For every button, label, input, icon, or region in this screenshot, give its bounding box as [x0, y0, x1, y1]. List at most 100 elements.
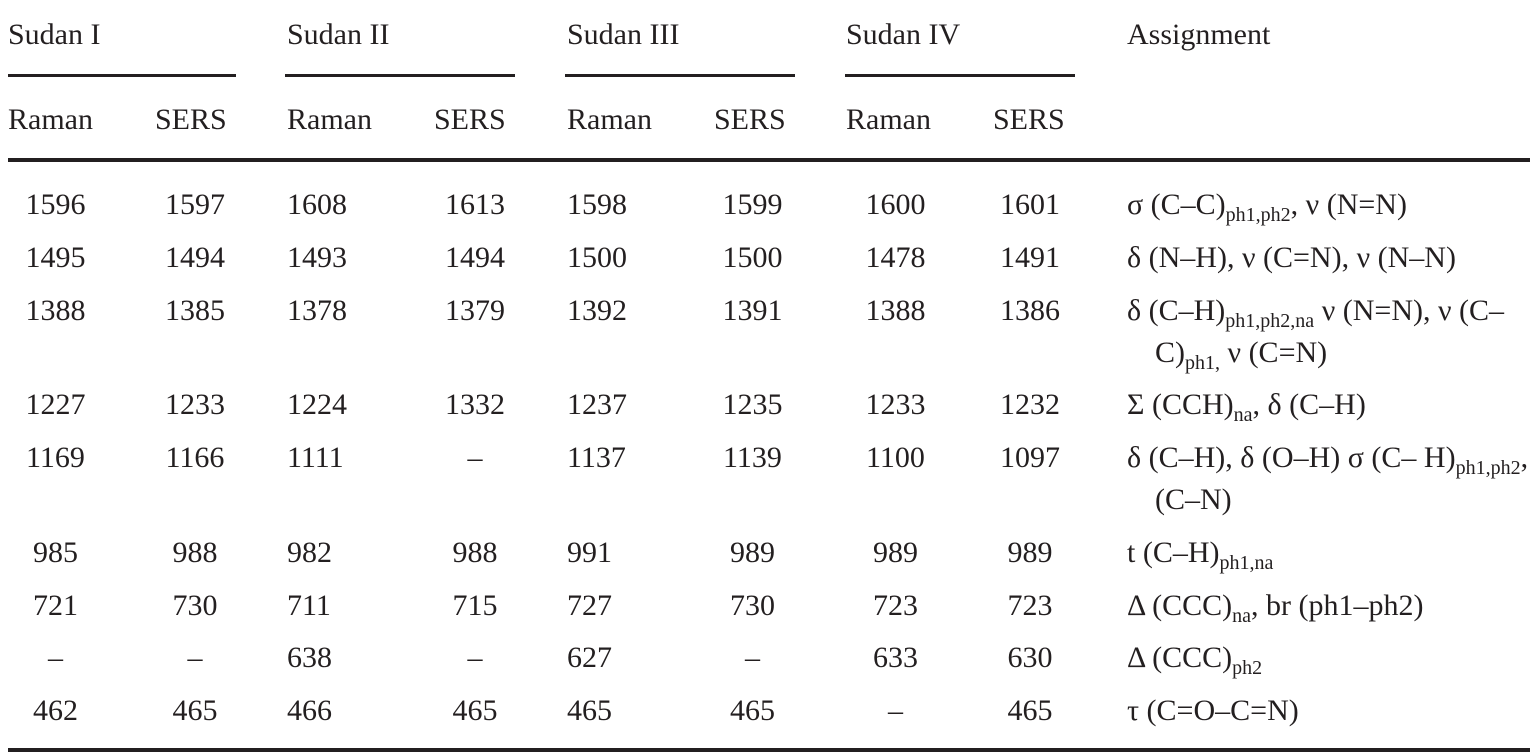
cell-value: 1599 — [722, 188, 783, 221]
cell-value: 1227 — [25, 388, 86, 421]
cell-value: 1233 — [165, 388, 225, 421]
cell-value: 1332 — [445, 388, 505, 421]
cell-value: 1166 — [165, 441, 225, 474]
cell-value: 1495 — [25, 241, 86, 274]
assignment-text: Δ (CCC) — [1127, 641, 1233, 674]
cell-value: 1169 — [26, 441, 85, 474]
cell-value: 1385 — [165, 294, 225, 327]
cell-value: 985 — [33, 536, 78, 569]
cell-value: 633 — [873, 641, 918, 674]
cell-value: 1139 — [723, 441, 782, 474]
cell-value: 711 — [287, 589, 331, 622]
sub-header: SERS — [155, 103, 227, 136]
cell-value: 1600 — [865, 188, 926, 221]
cell-value: 715 — [452, 589, 498, 622]
cell-value: 1233 — [865, 388, 926, 421]
assignment: Σ (CCH)na, δ (C–H) — [1127, 384, 1535, 426]
cell-value: 1392 — [567, 294, 627, 327]
sub-header: SERS — [434, 103, 506, 136]
cell-value: 1391 — [722, 294, 783, 327]
assignment-text: δ (N–H), ν (C=N), ν (N–N) — [1127, 241, 1456, 274]
assignment-header: Assignment — [1127, 18, 1271, 51]
assignment: δ (C–H)ph1,ph2,na ν (N=N), ν (C–C)ph1, ν… — [1127, 290, 1535, 374]
sub-header: Raman — [567, 103, 652, 136]
group-rule — [565, 74, 795, 77]
assignment-text: , ν (N=N) — [1290, 188, 1407, 221]
assignment-text: ν (N=N), ν (C–C) — [1155, 294, 1505, 369]
cell-value: 730 — [730, 589, 775, 622]
cell-value: 465 — [567, 694, 612, 727]
assignment-text: Δ (CCC) — [1127, 589, 1233, 622]
cell-value: 627 — [567, 641, 612, 674]
cell-value: 1500 — [722, 241, 783, 274]
sub-header: Raman — [846, 103, 931, 136]
group-header: Sudan II — [287, 18, 390, 51]
cell-value: 1478 — [865, 241, 926, 274]
cell-value: 991 — [567, 536, 612, 569]
group-header: Sudan IV — [846, 18, 961, 51]
subscript: ph1, — [1185, 352, 1220, 374]
cell-value: 1494 — [445, 241, 505, 274]
cell-value: 988 — [452, 536, 498, 569]
assignment-text: Σ (CCH) — [1127, 388, 1234, 421]
assignment: δ (C–H), δ (O–H) σ (C– H)ph1,ph2, ν (C–N… — [1127, 437, 1535, 521]
cell-value: 465 — [1007, 694, 1053, 727]
subscript: ph1,na — [1219, 552, 1274, 574]
group-rule — [285, 74, 515, 77]
assignment-text: σ (C–C) — [1127, 188, 1226, 221]
assignment-text: δ (C–H), δ (O–H) σ (C– H) — [1127, 441, 1456, 474]
cell-value: 638 — [287, 641, 332, 674]
cell-value: 982 — [287, 536, 332, 569]
assignment: t (C–H)ph1,na — [1127, 532, 1535, 574]
sub-header: SERS — [714, 103, 786, 136]
assignment: τ (C=O–C=N) — [1127, 690, 1535, 732]
assignment: δ (N–H), ν (C=N), ν (N–N) — [1127, 237, 1535, 279]
assignment: Δ (CCC)na, br (ph1–ph2) — [1127, 585, 1535, 627]
cell-value: 462 — [33, 694, 78, 727]
cell-value: 988 — [172, 536, 218, 569]
cell-value: 1494 — [165, 241, 225, 274]
group-rule — [8, 74, 236, 77]
cell-value: 466 — [287, 694, 332, 727]
cell-value: 727 — [567, 589, 612, 622]
assignment-text: ν (C=N) — [1220, 336, 1328, 369]
assignment-text: t (C–H) — [1127, 536, 1220, 569]
assignment-text: δ (C–H) — [1127, 294, 1226, 327]
subscript: ph1,ph2,na — [1225, 310, 1315, 332]
cell-value: 721 — [33, 589, 78, 622]
cell-value: 989 — [730, 536, 775, 569]
cell-value: 723 — [1007, 589, 1053, 622]
cell-value: 723 — [873, 589, 918, 622]
header-rule — [8, 158, 1530, 162]
cell-value: 465 — [730, 694, 775, 727]
group-header: Sudan I — [8, 18, 101, 51]
cell-value: 1613 — [445, 188, 505, 221]
cell-value: – — [888, 694, 903, 727]
sub-header: Raman — [287, 103, 372, 136]
cell-value: 1598 — [567, 188, 627, 221]
sub-header: Raman — [8, 103, 93, 136]
cell-value: 730 — [172, 589, 218, 622]
cell-value: 1597 — [165, 188, 225, 221]
cell-value: 1388 — [25, 294, 86, 327]
subscript: ph2 — [1232, 657, 1263, 679]
cell-value: 1232 — [1000, 388, 1060, 421]
cell-value: 630 — [1007, 641, 1053, 674]
subscript: ph1,ph2 — [1455, 457, 1521, 479]
cell-value: 989 — [1007, 536, 1053, 569]
group-rule — [845, 74, 1075, 77]
cell-value: 1493 — [287, 241, 347, 274]
cell-value: 1097 — [1000, 441, 1060, 474]
cell-value: 465 — [452, 694, 498, 727]
cell-value: 1608 — [287, 188, 347, 221]
assignment-text: , δ (C–H) — [1252, 388, 1366, 421]
assignment: Δ (CCC)ph2 — [1127, 637, 1535, 679]
assignment-text: , br (ph1–ph2) — [1251, 589, 1424, 622]
cell-value: 1378 — [287, 294, 347, 327]
cell-value: 1596 — [25, 188, 86, 221]
cell-value: – — [467, 641, 483, 674]
subscript: na — [1232, 605, 1252, 627]
cell-value: 1111 — [287, 441, 344, 474]
cell-value: 1235 — [722, 388, 783, 421]
